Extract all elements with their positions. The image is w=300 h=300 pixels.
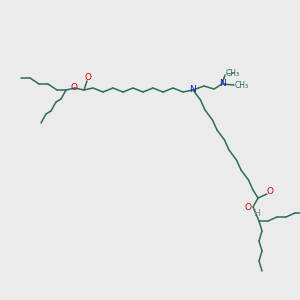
Text: O: O [85, 74, 92, 82]
Text: N: N [190, 85, 196, 94]
Text: O: O [266, 188, 274, 196]
Text: CH₃: CH₃ [226, 70, 240, 79]
Text: —: — [226, 70, 235, 79]
Text: CH₃: CH₃ [235, 80, 249, 89]
Text: O: O [244, 203, 251, 212]
Text: N: N [219, 80, 225, 88]
Text: O: O [70, 82, 77, 91]
Text: H: H [253, 208, 260, 217]
